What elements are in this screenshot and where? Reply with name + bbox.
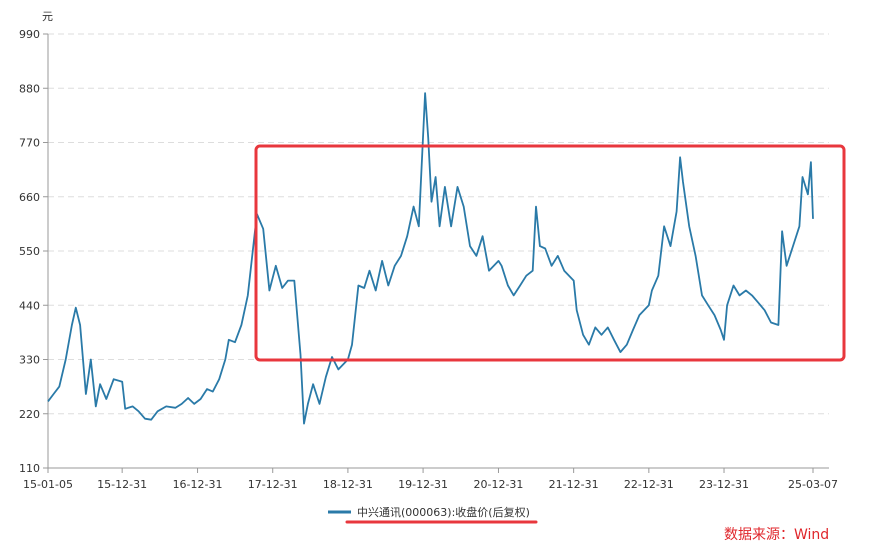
x-tick-label: 15-01-05	[23, 478, 73, 491]
x-tick-label: 20-12-31	[474, 478, 524, 491]
x-tick-label: 15-12-31	[97, 478, 147, 491]
x-tick-label: 21-12-31	[549, 478, 599, 491]
y-tick-label: 770	[19, 137, 40, 150]
y-axis-unit-label: 元	[42, 10, 53, 23]
series-line-0	[47, 92, 814, 425]
legend-label: 中兴通讯(000063):收盘价(后复权)	[357, 505, 530, 519]
x-tick-label: 23-12-31	[699, 478, 749, 491]
legend[interactable]: 中兴通讯(000063):收盘价(后复权)	[328, 505, 538, 524]
y-tick-label: 220	[19, 408, 40, 421]
x-tick-label: 18-12-31	[323, 478, 373, 491]
y-tick-label: 440	[19, 299, 40, 312]
x-tick-label: 25-03-07	[788, 478, 838, 491]
series	[47, 92, 814, 425]
gridlines	[48, 33, 829, 415]
y-tick-label: 990	[19, 28, 40, 41]
x-tick-label: 17-12-31	[248, 478, 298, 491]
x-tick-label: 16-12-31	[173, 478, 223, 491]
y-tick-label: 550	[19, 245, 40, 258]
x-tick-label: 22-12-31	[624, 478, 674, 491]
y-tick-labels: 110 220 330 440 550 660 770 880 990	[19, 28, 48, 475]
source-label: 数据来源：Wind	[724, 527, 829, 543]
y-tick-label: 880	[19, 82, 40, 95]
x-tick-label: 19-12-31	[398, 478, 448, 491]
y-tick-label: 660	[19, 191, 40, 204]
x-tick-labels: 15-01-05 15-12-31 16-12-31 17-12-31 18-12-31…	[23, 468, 838, 491]
y-tick-label: 330	[19, 354, 40, 367]
highlight-box	[254, 144, 846, 362]
y-tick-label: 110	[19, 462, 40, 475]
